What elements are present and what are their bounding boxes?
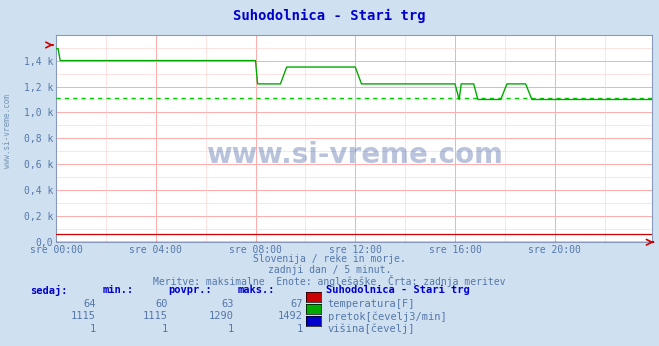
Text: Meritve: maksimalne  Enote: anglešaške  Črta: zadnja meritev: Meritve: maksimalne Enote: anglešaške Čr… [154,275,505,287]
Text: 1115: 1115 [143,311,168,321]
Text: 1115: 1115 [71,311,96,321]
Text: povpr.:: povpr.: [168,285,212,295]
Text: temperatura[F]: temperatura[F] [328,299,415,309]
Text: 1: 1 [90,324,96,334]
Text: sedaj:: sedaj: [30,285,67,297]
Text: 1: 1 [228,324,234,334]
Text: Suhodolnica - Stari trg: Suhodolnica - Stari trg [233,9,426,23]
Text: Slovenija / reke in morje.: Slovenija / reke in morje. [253,254,406,264]
Text: www.si-vreme.com: www.si-vreme.com [206,141,503,169]
Text: pretok[čevelj3/min]: pretok[čevelj3/min] [328,311,446,322]
Text: 64: 64 [83,299,96,309]
Text: zadnji dan / 5 minut.: zadnji dan / 5 minut. [268,265,391,275]
Text: višina[čevelj]: višina[čevelj] [328,324,415,334]
Text: 63: 63 [221,299,234,309]
Text: www.si-vreme.com: www.si-vreme.com [3,94,13,169]
Text: Suhodolnica - Stari trg: Suhodolnica - Stari trg [326,285,470,295]
Text: 1: 1 [162,324,168,334]
Text: maks.:: maks.: [237,285,275,295]
Text: min.:: min.: [102,285,133,295]
Text: 1290: 1290 [209,311,234,321]
Text: 60: 60 [156,299,168,309]
Text: 1: 1 [297,324,303,334]
Text: 1492: 1492 [278,311,303,321]
Text: 67: 67 [291,299,303,309]
